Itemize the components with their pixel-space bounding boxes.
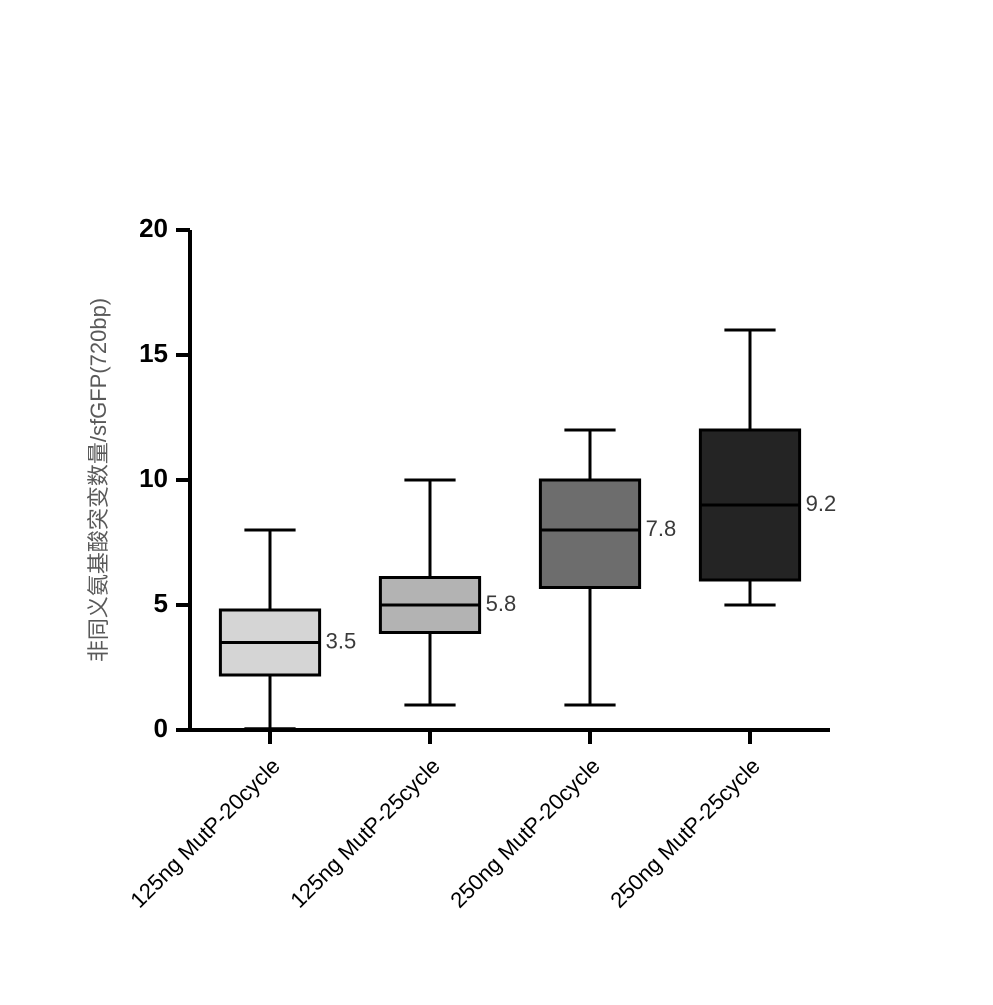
box — [540, 480, 639, 588]
box-value-label: 5.8 — [486, 591, 517, 616]
y-axis-label: 非同义氨基酸突变数量/sfGFP(720bp) — [86, 298, 111, 662]
y-tick-label: 5 — [154, 588, 168, 618]
boxplot-chart: 05101520非同义氨基酸突变数量/sfGFP(720bp)3.5125ng … — [0, 0, 993, 1000]
y-tick-label: 20 — [139, 213, 168, 243]
y-tick-label: 0 — [154, 713, 168, 743]
box-value-label: 9.2 — [806, 491, 837, 516]
y-tick-label: 10 — [139, 463, 168, 493]
boxplot-svg: 05101520非同义氨基酸突变数量/sfGFP(720bp)3.5125ng … — [0, 0, 993, 1000]
y-tick-label: 15 — [139, 338, 168, 368]
box-value-label: 3.5 — [326, 628, 357, 653]
box-value-label: 7.8 — [646, 516, 677, 541]
